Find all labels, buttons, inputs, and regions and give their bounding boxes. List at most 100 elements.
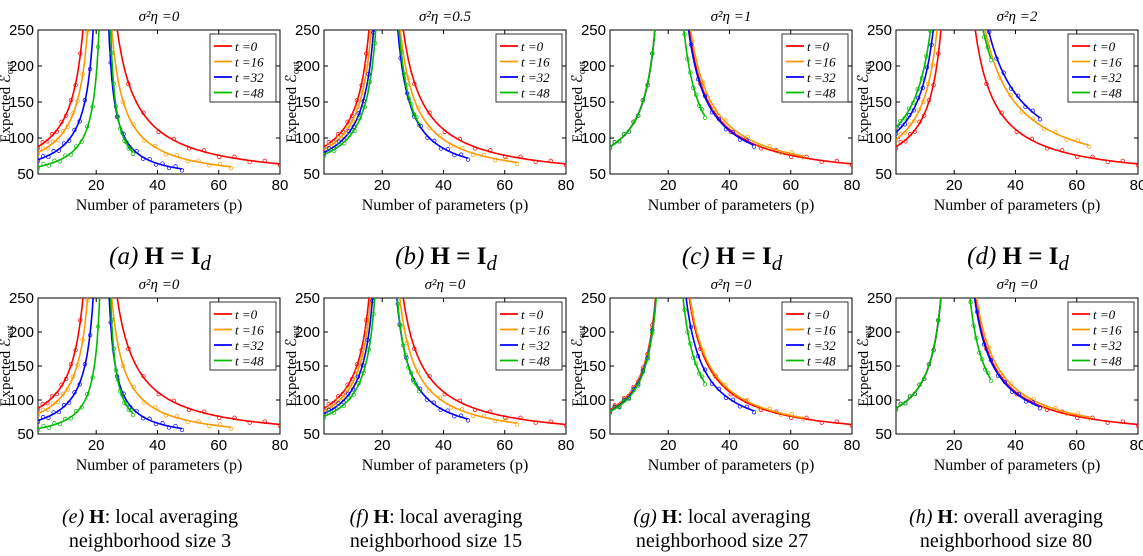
data-point [95, 44, 101, 49]
series-line-L [38, 30, 84, 148]
data-point [702, 93, 708, 99]
data-point [912, 391, 917, 397]
data-point [898, 132, 903, 137]
data-point [896, 407, 899, 412]
data-point [1044, 407, 1050, 412]
data-point [503, 154, 508, 159]
data-point [74, 408, 79, 414]
data-point [40, 146, 46, 151]
data-point [218, 161, 223, 167]
series-2 [896, 298, 1043, 412]
data-point [1064, 411, 1069, 416]
data-point [907, 122, 912, 127]
y-tick-label: 50 [17, 426, 34, 443]
x-tick-label: 20 [88, 177, 105, 194]
caption-a-letter: (a) [109, 243, 139, 270]
data-point [141, 110, 146, 115]
data-point [38, 158, 41, 164]
y-tick-label: 100 [295, 392, 320, 409]
series-line-R [682, 298, 706, 384]
caption-e-line1: : local averaging [104, 506, 239, 528]
y-axis-label: Expected ℰout [856, 61, 874, 143]
data-point [160, 421, 165, 426]
data-point [64, 113, 69, 118]
legend-label: t =48 [807, 86, 836, 101]
data-point [518, 415, 523, 420]
data-point [911, 100, 916, 106]
data-point [982, 367, 988, 372]
data-point [723, 395, 729, 400]
data-point [694, 92, 699, 97]
data-point [60, 129, 65, 134]
data-point [356, 111, 361, 116]
data-point [50, 139, 56, 144]
data-point [896, 131, 899, 136]
data-point [907, 394, 913, 399]
panel-b: 50 100 150 200 250 20 40 60 80 σ²η =0.5 Number of … [284, 9, 574, 214]
series-line-R [116, 298, 280, 426]
data-point [728, 129, 733, 134]
data-point [737, 404, 743, 409]
data-point [1060, 148, 1065, 153]
data-point [52, 421, 57, 426]
y-tick-label: 200 [581, 324, 606, 341]
data-point [355, 104, 360, 110]
data-point [1037, 117, 1043, 122]
y-tick-label: 250 [9, 22, 34, 39]
x-tick-label: 40 [149, 177, 166, 194]
data-point [60, 391, 65, 396]
data-point [998, 370, 1003, 375]
data-point [38, 412, 41, 418]
data-point [153, 143, 158, 149]
data-point [87, 67, 93, 72]
data-point [111, 81, 116, 86]
y-tick-label: 100 [581, 392, 606, 409]
data-point [980, 357, 985, 362]
data-point [277, 423, 280, 428]
data-point [51, 149, 56, 154]
series-0 [896, 30, 1138, 168]
data-point [472, 146, 478, 151]
data-point [409, 102, 414, 107]
x-tick-label: 20 [374, 177, 391, 194]
data-point [645, 82, 650, 88]
data-point [936, 318, 941, 323]
y-tick-label: 100 [867, 392, 892, 409]
data-point [346, 391, 351, 396]
data-point [397, 26, 401, 30]
legend: t =0t =16t =32t =48 [495, 33, 563, 103]
data-point [488, 148, 493, 153]
series-0 [324, 30, 566, 168]
data-point [326, 401, 331, 407]
y-tick-label: 50 [303, 166, 320, 183]
data-point [350, 113, 355, 118]
data-point [185, 159, 190, 164]
series-3 [324, 26, 422, 159]
series-line-L [38, 298, 89, 415]
data-point [411, 379, 416, 384]
data-point [55, 399, 60, 405]
data-point [80, 71, 85, 77]
data-point [518, 154, 523, 159]
data-point [405, 75, 410, 80]
caption-h-line2: neighborhood size 80 [919, 530, 1093, 552]
y-tick-label: 250 [9, 290, 34, 307]
legend-label: t =32 [807, 338, 836, 353]
data-point [166, 425, 172, 430]
legend-label: t =32 [1093, 338, 1122, 353]
legend-label: t =48 [1093, 86, 1122, 101]
series-line-R [685, 298, 755, 412]
data-point [120, 363, 125, 369]
data-point [38, 151, 41, 156]
caption-d-sub: d [1058, 251, 1069, 275]
series-line-R [688, 298, 852, 426]
data-point [930, 62, 935, 68]
legend-label: t =48 [235, 86, 264, 101]
data-point [326, 143, 331, 148]
data-point [72, 127, 77, 133]
data-point [54, 129, 59, 134]
data-point [612, 140, 617, 145]
series-1 [38, 298, 234, 431]
data-point [341, 399, 346, 405]
data-point [352, 128, 357, 134]
